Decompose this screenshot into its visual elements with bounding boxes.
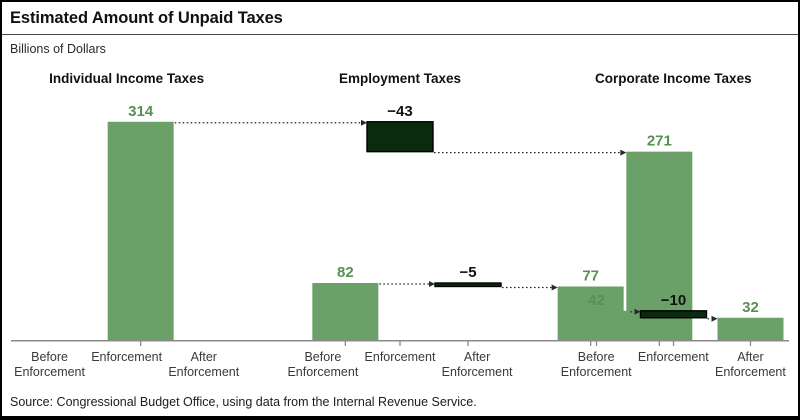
x-axis-label: Before Enforcement xyxy=(14,350,85,379)
connector-arrowhead xyxy=(620,149,627,156)
bar-before-enforcement xyxy=(312,283,379,340)
chart-panel-3: Corporate Income Taxes 42 −10 32 Before Enfo… xyxy=(557,71,789,379)
x-axis-label: After Enforcement xyxy=(168,350,240,379)
x-axis-label: After Enforcement xyxy=(714,350,786,379)
bar-enforcement-change xyxy=(434,282,503,288)
connector-arrowhead xyxy=(634,308,641,315)
chart-header: Estimated Amount of Unpaid Taxes xyxy=(2,2,798,35)
bar-value-label: 82 xyxy=(337,264,354,281)
bar-value-label: −43 xyxy=(387,103,412,120)
source-note: Source: Congressional Budget Office, usi… xyxy=(10,395,477,409)
panel-plot: 314 −43 271 xyxy=(11,103,789,346)
chart-area: Individual Income Taxes 314 −43 271 Before E… xyxy=(2,71,798,379)
x-axis-label: After Enforcement xyxy=(441,350,513,379)
bar-value-label: 42 xyxy=(588,292,605,309)
x-axis-label: Enforcement xyxy=(364,350,436,364)
x-axis-label: Enforcement xyxy=(91,350,163,364)
panel-title: Employment Taxes xyxy=(338,71,462,86)
page-title: Estimated Amount of Unpaid Taxes xyxy=(10,9,283,27)
panel-plot: 42 −10 32 xyxy=(557,292,789,346)
bar-before-enforcement xyxy=(107,121,174,340)
bar-enforcement-change xyxy=(366,121,434,153)
x-axis-label: Before Enforcement xyxy=(560,350,632,379)
x-axis-label: Before Enforcement xyxy=(287,350,359,379)
x-axis-labels: Before Enforcement Enforcement After Enfor… xyxy=(284,350,515,379)
bar-value-label: 32 xyxy=(742,299,759,316)
panel-title: Individual Income Taxes xyxy=(49,71,205,86)
bar-value-label: 77 xyxy=(583,267,600,284)
chart-panel-1: Individual Income Taxes 314 −43 271 Before E… xyxy=(11,71,789,379)
x-axis-labels: Before Enforcement Enforcement After Enfor… xyxy=(558,350,789,379)
bar-value-label: −10 xyxy=(660,292,685,309)
bar-value-label: 271 xyxy=(647,133,672,150)
bar-enforcement-change xyxy=(639,310,707,319)
connector-arrowhead xyxy=(711,315,718,322)
bar-value-label: 314 xyxy=(128,103,154,120)
bar-after-enforcement xyxy=(717,317,784,340)
panel-title: Corporate Income Taxes xyxy=(595,71,752,86)
x-axis-labels: Before Enforcement Enforcement After Enfor… xyxy=(11,350,242,379)
bar-before-enforcement xyxy=(563,310,630,340)
panel-plot: 82 −5 77 xyxy=(284,264,653,346)
bar-value-label: −5 xyxy=(460,264,477,281)
axis-units-label: Billions of Dollars xyxy=(10,42,106,56)
x-axis-label: Enforcement xyxy=(637,350,709,364)
chart-panel-2: Employment Taxes 82 −5 77 Before Enforcement… xyxy=(284,71,653,379)
connector-arrowhead xyxy=(429,281,436,288)
connector-arrowhead xyxy=(361,119,367,126)
bar-after-enforcement xyxy=(626,151,693,340)
connector-arrowhead xyxy=(551,284,558,291)
